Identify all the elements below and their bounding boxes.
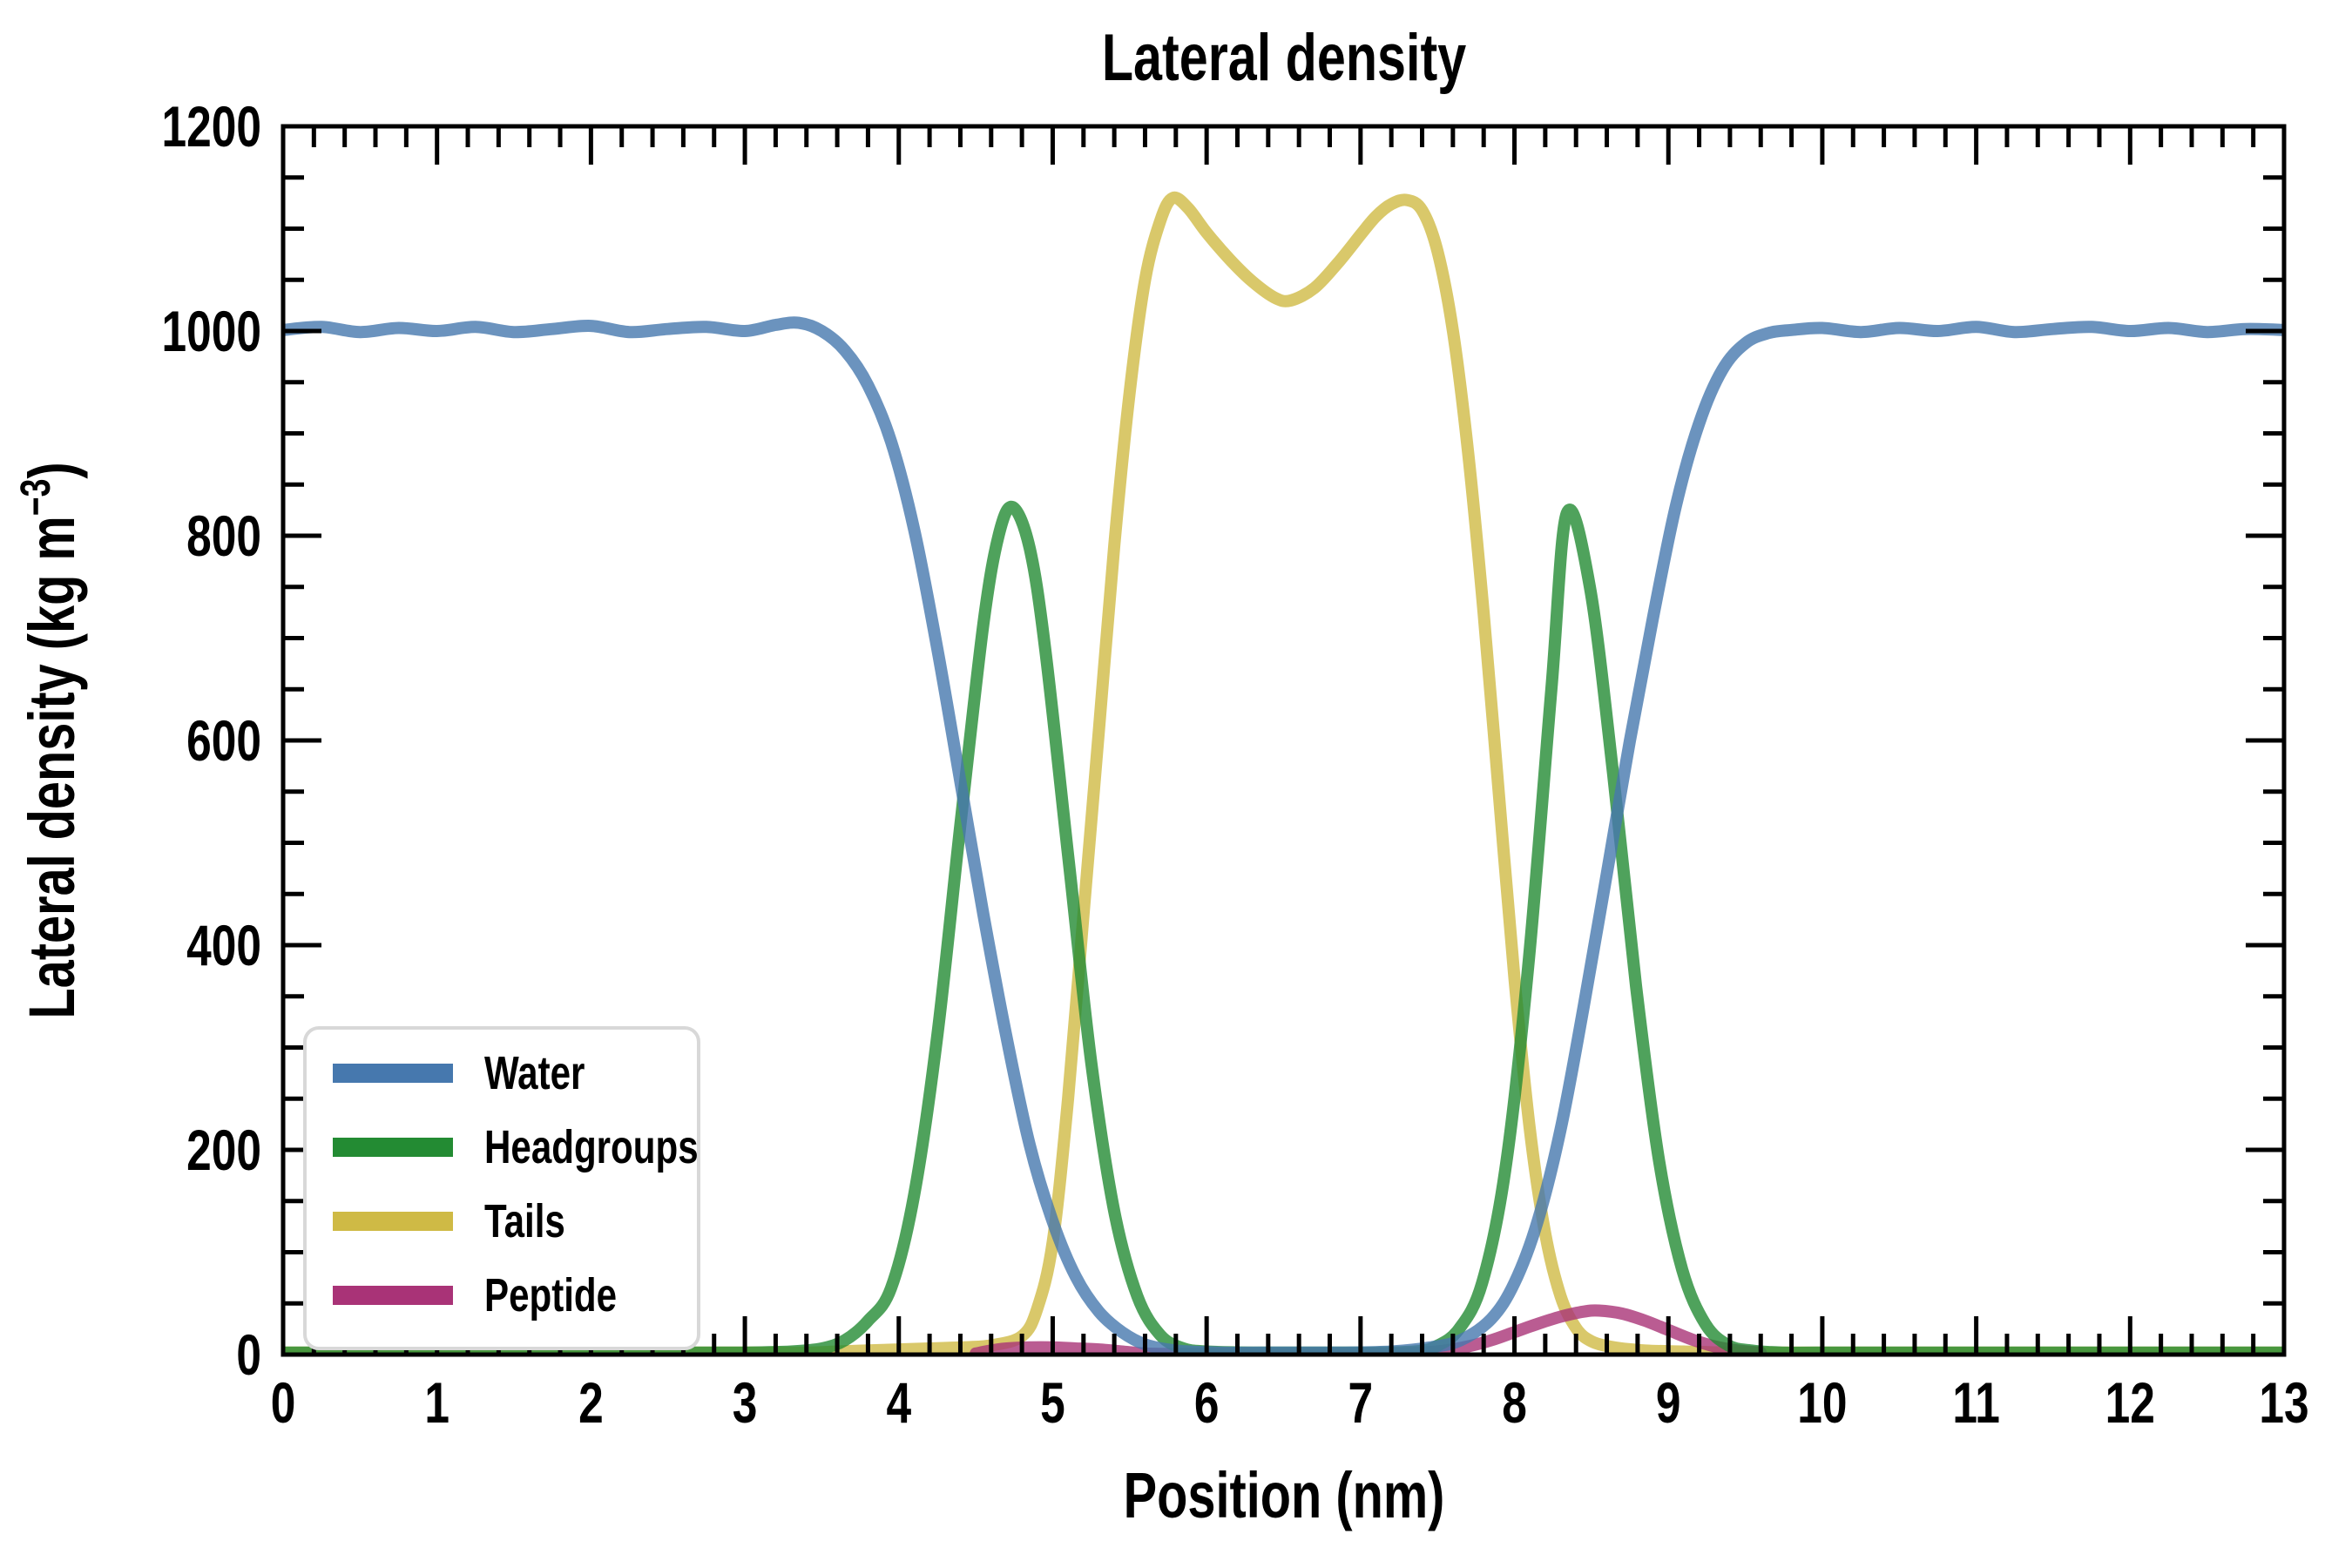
legend-box <box>303 1026 700 1350</box>
x-tick-label: 11 <box>1952 1370 1999 1436</box>
legend-label-water: Water <box>484 1047 585 1099</box>
x-tick-label: 6 <box>1194 1370 1220 1436</box>
x-tick-label: 9 <box>1656 1370 1681 1436</box>
x-tick-label: 3 <box>733 1370 758 1436</box>
y-axis-label: Lateral density (kg m−3) <box>13 462 89 1018</box>
y-tick-label: 1200 <box>162 94 261 159</box>
x-tick-label: 4 <box>886 1370 911 1436</box>
x-tick-label: 10 <box>1797 1370 1847 1436</box>
y-tick-label: 800 <box>186 504 261 569</box>
legend-label-headgroups: Headgroups <box>484 1121 699 1173</box>
legend: Water Headgroups Tails Peptide <box>303 1026 700 1350</box>
x-axis-label: Position (nm) <box>1124 1460 1445 1532</box>
x-tick-label: 8 <box>1502 1370 1527 1436</box>
y-axis-label-text: Lateral density (kg m−3) <box>13 462 89 1018</box>
chart-title: Lateral density <box>1102 21 1466 95</box>
x-tick-label: 1 <box>424 1370 449 1436</box>
y-tick-label: 200 <box>186 1118 261 1183</box>
x-tick-label: 0 <box>271 1370 296 1436</box>
y-tick-label: 0 <box>236 1322 261 1388</box>
x-tick-label: 12 <box>2105 1370 2155 1436</box>
x-tick-label: 2 <box>578 1370 604 1436</box>
legend-label-peptide: Peptide <box>484 1269 617 1321</box>
y-tick-label: 1000 <box>162 299 261 364</box>
y-tick-label: 600 <box>186 708 261 774</box>
legend-label-tails: Tails <box>484 1195 565 1247</box>
y-tick-label: 400 <box>186 913 261 978</box>
x-tick-label: 13 <box>2259 1370 2308 1436</box>
x-tick-label: 7 <box>1348 1370 1374 1436</box>
x-tick-label: 5 <box>1040 1370 1065 1436</box>
